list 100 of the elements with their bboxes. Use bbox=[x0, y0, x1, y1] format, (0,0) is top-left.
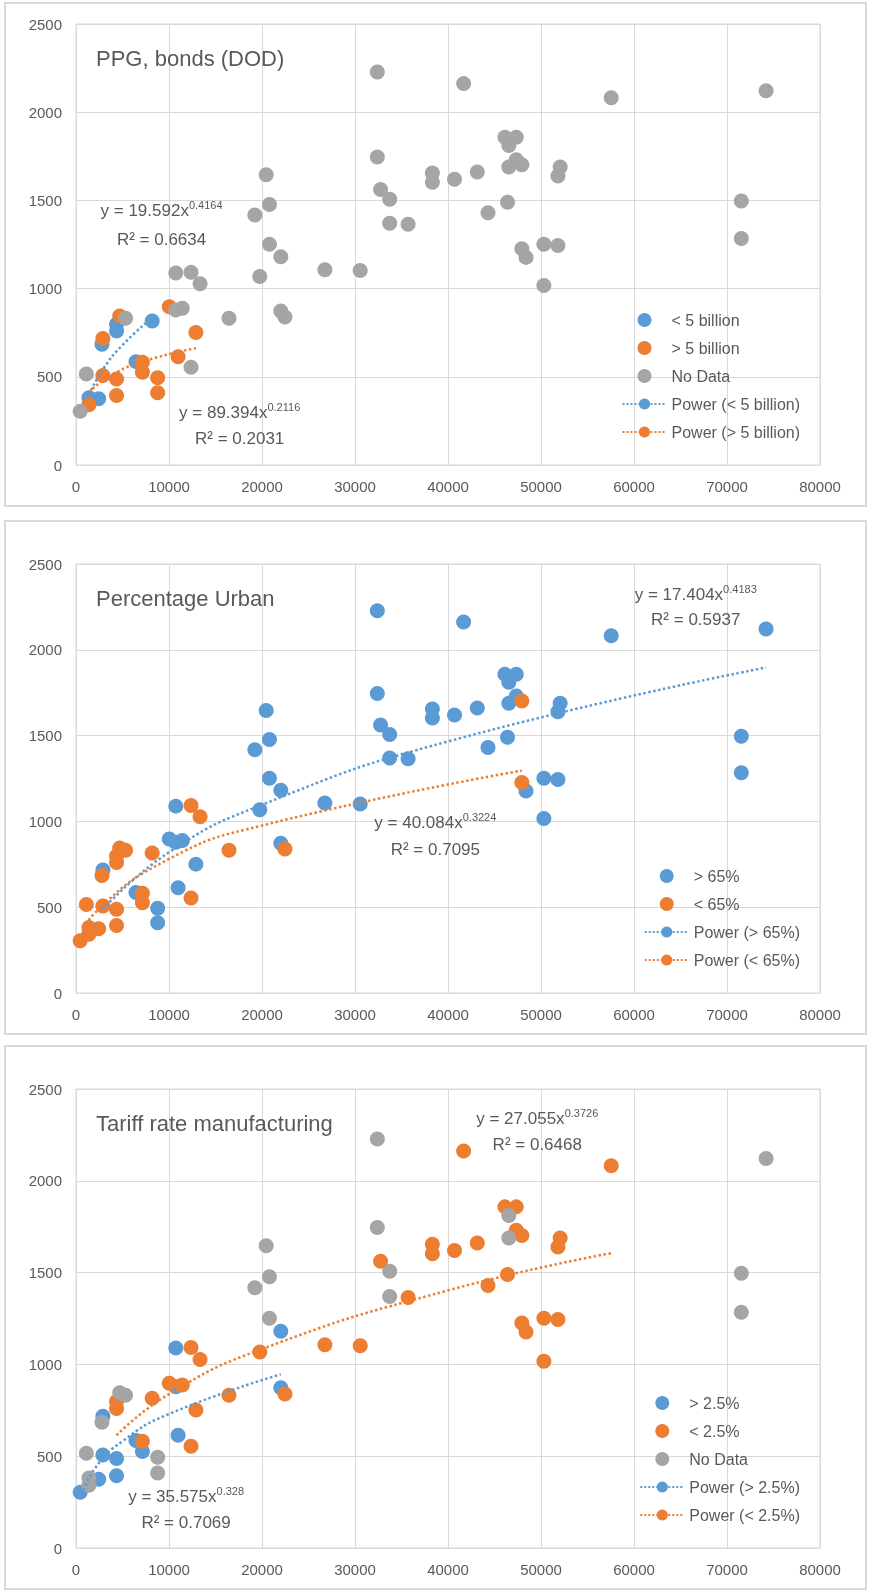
point bbox=[192, 809, 208, 825]
point bbox=[603, 90, 619, 106]
point bbox=[95, 331, 111, 347]
y-tick-label: 500 bbox=[36, 1447, 62, 1465]
point bbox=[469, 1235, 485, 1251]
x-tick-label: 80000 bbox=[799, 1006, 841, 1023]
point bbox=[369, 149, 385, 165]
point bbox=[78, 896, 94, 912]
point bbox=[469, 700, 485, 716]
annotation: y = 19.592x$^{0.4164}$ bbox=[100, 199, 223, 221]
point bbox=[352, 1338, 368, 1354]
legend-label: Power (< 65%) bbox=[693, 951, 800, 969]
y-tick-label: 500 bbox=[36, 898, 62, 916]
point bbox=[352, 263, 368, 279]
x-tick-label: 10000 bbox=[148, 478, 190, 495]
point bbox=[150, 1449, 166, 1465]
text: Tariff rate manufacturing bbox=[96, 1110, 333, 1136]
point bbox=[168, 265, 184, 281]
legend-label: Power (< 2.5%) bbox=[689, 1506, 801, 1524]
point bbox=[188, 1402, 204, 1418]
point bbox=[733, 193, 749, 209]
point bbox=[261, 236, 277, 252]
x-tick-label: 80000 bbox=[799, 1561, 841, 1578]
x-tick-label: 50000 bbox=[520, 1006, 562, 1023]
point bbox=[261, 196, 277, 212]
point bbox=[109, 371, 125, 387]
point bbox=[144, 313, 160, 329]
point bbox=[273, 782, 289, 798]
point bbox=[273, 249, 289, 265]
annotation: y = 35.575x$^{0.328}$ bbox=[128, 1484, 245, 1507]
point bbox=[109, 917, 125, 933]
point bbox=[369, 1131, 385, 1147]
legend-label: < 2.5% bbox=[689, 1422, 740, 1440]
annotation: R² = 0.6634 bbox=[116, 230, 207, 251]
point bbox=[183, 359, 199, 375]
x-tick-label: 0 bbox=[71, 1561, 81, 1578]
annotation: R² = 0.6468 bbox=[492, 1134, 582, 1155]
point bbox=[603, 1158, 619, 1174]
point bbox=[183, 798, 199, 814]
point bbox=[501, 1230, 517, 1246]
point bbox=[536, 770, 552, 786]
point bbox=[480, 740, 496, 756]
y-tick-label: 1500 bbox=[28, 727, 62, 745]
x-tick-label: 20000 bbox=[241, 1561, 283, 1578]
point bbox=[501, 1208, 517, 1223]
point bbox=[373, 717, 389, 733]
legend-label: < 5 billion bbox=[671, 311, 740, 329]
point bbox=[382, 191, 398, 207]
point bbox=[536, 236, 552, 252]
point bbox=[400, 751, 416, 767]
point bbox=[500, 194, 516, 210]
point bbox=[447, 1243, 463, 1259]
legend-label: > 65% bbox=[693, 867, 740, 885]
point bbox=[456, 614, 472, 630]
legend-label: No Data bbox=[671, 367, 731, 385]
point bbox=[109, 901, 125, 917]
annotation: y = 89.394x$^{0.2116}$ bbox=[179, 401, 301, 423]
point bbox=[550, 772, 566, 788]
point bbox=[514, 1228, 530, 1244]
x-tick-label: 60000 bbox=[613, 478, 655, 495]
x-tick-label: 50000 bbox=[520, 478, 562, 495]
x-tick-label: 40000 bbox=[427, 1561, 469, 1578]
point bbox=[550, 1239, 566, 1255]
point bbox=[369, 603, 385, 619]
point bbox=[500, 729, 516, 745]
legend-label: > 2.5% bbox=[689, 1394, 740, 1412]
point bbox=[170, 349, 186, 365]
point bbox=[258, 167, 274, 183]
y-tick-label: 0 bbox=[53, 984, 62, 1002]
text: PPG, bonds (DOD) bbox=[96, 45, 285, 71]
point bbox=[514, 157, 530, 173]
point bbox=[501, 695, 517, 711]
point bbox=[109, 1468, 125, 1484]
point bbox=[118, 1387, 134, 1403]
point bbox=[109, 388, 125, 403]
point bbox=[518, 249, 534, 265]
y-tick-label: 1000 bbox=[28, 812, 62, 830]
x-tick-label: 0 bbox=[71, 1006, 81, 1023]
point bbox=[261, 1310, 277, 1326]
point bbox=[188, 325, 204, 341]
legend-label: < 65% bbox=[693, 895, 740, 913]
point bbox=[536, 278, 552, 294]
x-tick-label: 30000 bbox=[334, 1006, 376, 1023]
point bbox=[536, 810, 552, 826]
x-tick-label: 40000 bbox=[427, 1006, 469, 1023]
y-tick-label: 2500 bbox=[28, 15, 62, 33]
annotation: y = 40.084x$^{0.3224}$ bbox=[374, 811, 497, 834]
point bbox=[261, 732, 277, 748]
point bbox=[369, 1219, 385, 1235]
point bbox=[183, 264, 199, 280]
point bbox=[277, 309, 293, 325]
point bbox=[252, 269, 268, 285]
y-tick-label: 2000 bbox=[28, 103, 62, 121]
point bbox=[456, 1143, 472, 1159]
point bbox=[221, 310, 237, 326]
point bbox=[118, 310, 134, 326]
point bbox=[277, 841, 293, 857]
point bbox=[317, 262, 333, 278]
point bbox=[733, 765, 749, 781]
y-tick-label: 1500 bbox=[28, 191, 62, 209]
